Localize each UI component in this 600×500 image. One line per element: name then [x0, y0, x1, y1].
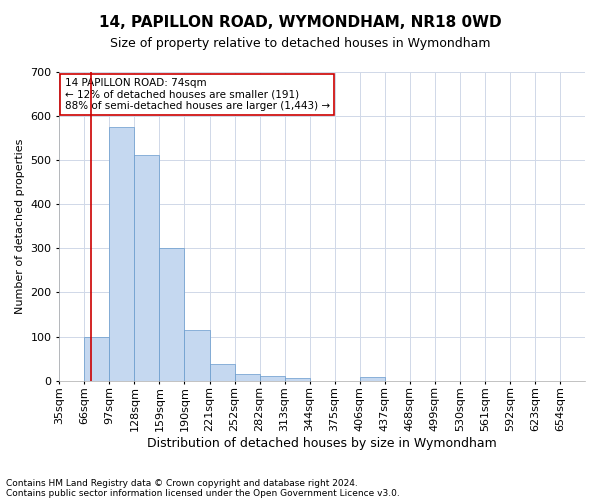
Bar — [260, 376, 284, 381]
Y-axis label: Number of detached properties: Number of detached properties — [15, 138, 25, 314]
Bar — [160, 248, 184, 381]
X-axis label: Distribution of detached houses by size in Wymondham: Distribution of detached houses by size … — [147, 437, 497, 450]
Bar — [209, 364, 235, 381]
Text: 14, PAPILLON ROAD, WYMONDHAM, NR18 0WD: 14, PAPILLON ROAD, WYMONDHAM, NR18 0WD — [98, 15, 502, 30]
Text: 14 PAPILLON ROAD: 74sqm
← 12% of detached houses are smaller (191)
88% of semi-d: 14 PAPILLON ROAD: 74sqm ← 12% of detache… — [65, 78, 330, 111]
Bar — [85, 336, 109, 381]
Bar — [109, 126, 134, 381]
Bar — [235, 374, 260, 381]
Bar — [284, 378, 310, 381]
Bar — [184, 330, 209, 381]
Text: Size of property relative to detached houses in Wymondham: Size of property relative to detached ho… — [110, 38, 490, 51]
Bar — [360, 377, 385, 381]
Bar — [134, 156, 160, 381]
Text: Contains public sector information licensed under the Open Government Licence v3: Contains public sector information licen… — [6, 488, 400, 498]
Text: Contains HM Land Registry data © Crown copyright and database right 2024.: Contains HM Land Registry data © Crown c… — [6, 478, 358, 488]
